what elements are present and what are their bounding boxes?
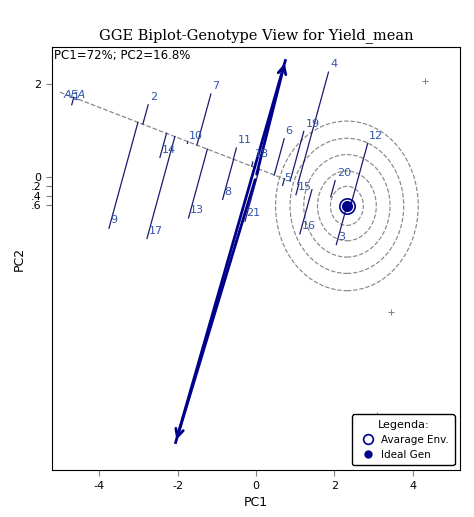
- Text: 15: 15: [298, 182, 311, 192]
- Text: 1: 1: [73, 92, 80, 102]
- Text: 17: 17: [148, 226, 163, 236]
- Legend: Avarage Env., Ideal Gen: Avarage Env., Ideal Gen: [352, 415, 455, 465]
- Text: AEA: AEA: [64, 90, 86, 100]
- Text: 13: 13: [190, 205, 204, 215]
- Text: 2: 2: [150, 92, 157, 102]
- Text: 10: 10: [189, 131, 203, 141]
- Text: 16: 16: [301, 221, 315, 231]
- X-axis label: PC1: PC1: [244, 496, 268, 509]
- Title: GGE Biplot-Genotype View for Yield_mean: GGE Biplot-Genotype View for Yield_mean: [99, 28, 413, 43]
- Text: 18: 18: [255, 149, 268, 159]
- Text: 21: 21: [246, 208, 261, 219]
- Text: 14: 14: [162, 145, 176, 155]
- Text: 4: 4: [330, 59, 337, 69]
- Text: 3: 3: [338, 232, 345, 242]
- Text: 7: 7: [212, 81, 219, 92]
- Text: 5: 5: [284, 173, 291, 183]
- Text: 11: 11: [238, 135, 252, 145]
- Text: 8: 8: [224, 187, 231, 196]
- Text: 12: 12: [369, 131, 383, 141]
- Text: 6: 6: [286, 126, 293, 136]
- Text: 9: 9: [110, 216, 118, 225]
- Text: 19: 19: [305, 118, 319, 129]
- Text: 20: 20: [337, 168, 351, 178]
- Text: PC1=72%; PC2=16.8%: PC1=72%; PC2=16.8%: [54, 49, 191, 62]
- Y-axis label: PC2: PC2: [12, 247, 26, 270]
